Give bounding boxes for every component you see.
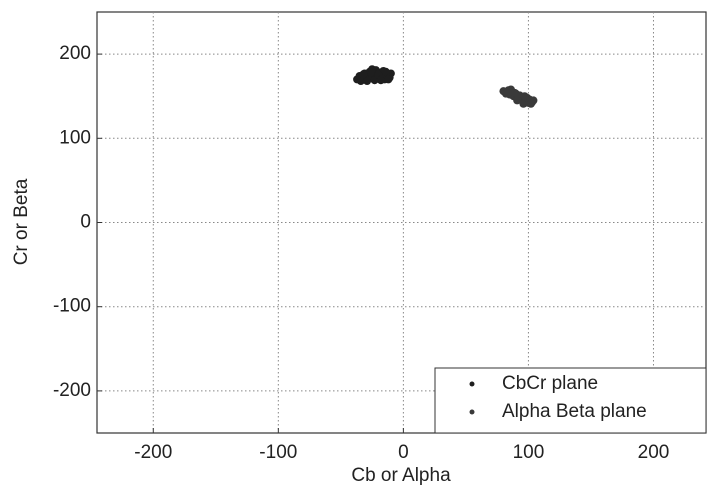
y-tick-label: 0 [80,212,91,233]
chart: Cb or Alpha Cr or Beta -200 -100 0 100 200 -2… [0,0,707,487]
legend-marker [470,410,475,415]
point [527,100,535,108]
x-tick-label: 0 [398,442,409,463]
point [363,77,371,85]
point [503,89,511,97]
y-tick-label: 100 [59,127,91,148]
point [377,76,385,84]
y-tick-label: -200 [53,380,91,401]
x-tick-label: 100 [513,442,545,463]
point [384,75,392,83]
y-axis-label: Cr or Beta [11,178,32,265]
legend-label: Alpha Beta plane [502,401,647,422]
point [513,96,521,104]
legend-marker [470,382,475,387]
x-tick-label: -100 [259,442,297,463]
point [521,92,529,100]
y-tick-label: -100 [53,296,91,317]
legend-label: CbCr plane [502,373,598,394]
point [359,70,367,78]
x-tick-label: -200 [134,442,172,463]
y-tick-label: 200 [59,43,91,64]
x-axis-label: Cb or Alpha [351,465,451,486]
x-tick-label: 200 [638,442,670,463]
point [368,65,376,73]
